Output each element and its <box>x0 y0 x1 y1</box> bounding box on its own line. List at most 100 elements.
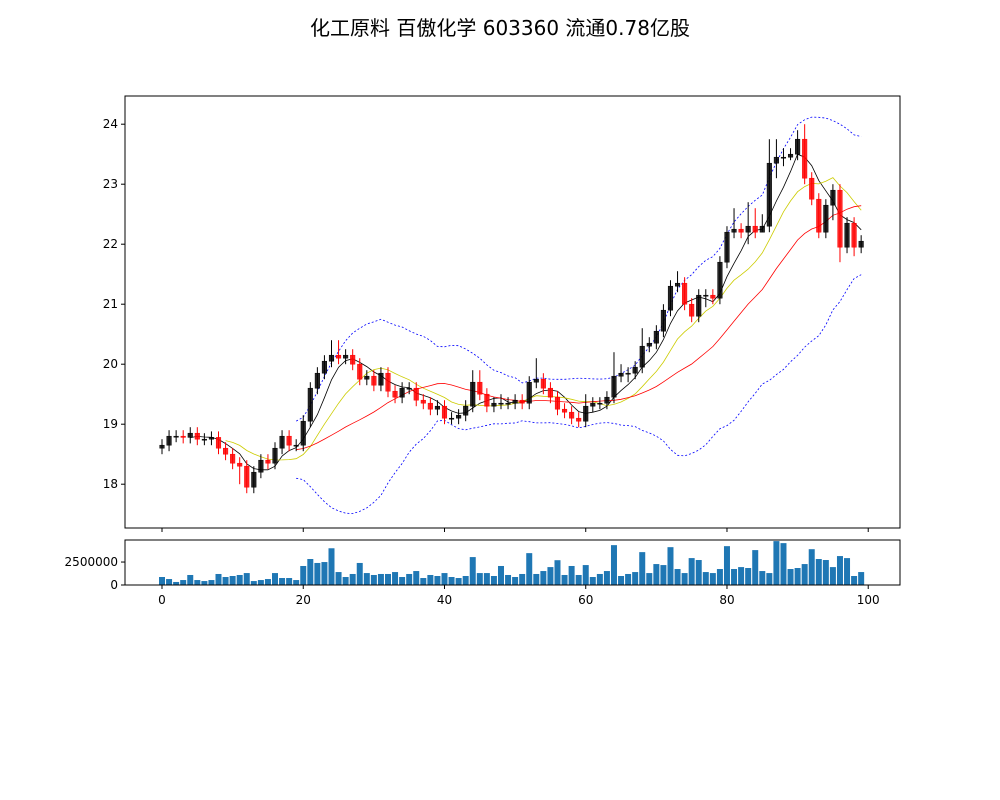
volume-bar <box>801 564 808 585</box>
candle-body <box>343 354 349 359</box>
price-y-tick-label: 23 <box>103 177 118 191</box>
volume-bar <box>272 573 278 585</box>
volume-bar <box>681 573 688 585</box>
candle-body <box>399 387 405 398</box>
candle-body <box>392 390 398 398</box>
candle-body <box>660 309 666 332</box>
candle-body <box>336 354 342 359</box>
candle-body <box>696 294 702 317</box>
volume-y-tick-label: 2500000 <box>65 555 118 569</box>
candle-body <box>413 387 419 401</box>
volume-bar <box>356 562 363 585</box>
volume-bar <box>406 573 413 585</box>
price-y-tick-label: 24 <box>103 117 118 131</box>
volume-bar <box>377 573 384 585</box>
candle-body <box>187 432 193 438</box>
candle-body <box>258 459 264 473</box>
volume-bar <box>469 557 476 585</box>
volume-bar <box>427 574 434 585</box>
candle-body <box>858 240 864 248</box>
volume-bar <box>250 581 257 585</box>
chart-title: 化工原料 百傲化学 603360 流通0.78亿股 <box>310 16 690 40</box>
volume-bar <box>561 574 568 585</box>
volume-bar <box>589 577 596 585</box>
volume-bar <box>526 553 533 585</box>
x-tick-label: 60 <box>578 593 593 607</box>
candle-body <box>371 375 377 386</box>
volume-bar <box>328 548 335 585</box>
volume-bar <box>490 576 497 585</box>
volume-bar <box>716 569 723 585</box>
volume-bar <box>709 573 716 585</box>
candle-body <box>766 162 772 227</box>
volume-bar <box>300 565 307 585</box>
volume-bar <box>688 558 695 585</box>
volume-bar <box>349 573 356 585</box>
candle-body <box>646 342 652 347</box>
candle-body <box>717 261 723 299</box>
volume-bar <box>243 573 250 585</box>
volume-bar <box>497 565 504 585</box>
candle-body <box>286 435 292 446</box>
candle-body <box>625 372 631 375</box>
candle-body <box>618 372 624 377</box>
candle-body <box>731 228 737 233</box>
candle-body <box>759 225 765 233</box>
volume-bar <box>363 573 370 585</box>
candle-body <box>350 354 356 365</box>
candle-body <box>321 360 327 374</box>
ma20-line <box>296 205 862 451</box>
volume-bar <box>639 552 646 585</box>
candle-body <box>611 375 617 398</box>
candle-body <box>689 303 695 317</box>
candle-body <box>851 222 857 248</box>
volume-bar <box>512 577 519 585</box>
volume-bar <box>738 567 745 585</box>
candle-body <box>837 189 843 248</box>
volume-bar <box>610 545 617 585</box>
candle-body <box>787 153 794 158</box>
price-y-tick-label: 21 <box>103 297 118 311</box>
x-tick-label: 80 <box>719 593 734 607</box>
volume-bar <box>575 574 582 585</box>
candle-body <box>780 156 787 159</box>
volume-bar <box>533 573 540 585</box>
candle-body <box>420 399 426 404</box>
volume-bar <box>462 576 469 585</box>
volume-bar <box>180 580 187 585</box>
candle-body <box>244 465 250 488</box>
volume-bar <box>229 576 236 585</box>
volume-bar <box>413 571 420 585</box>
volume-bar <box>335 572 342 585</box>
candle-body <box>526 381 532 404</box>
candle-body <box>590 402 596 407</box>
candle-body <box>816 198 822 233</box>
volume-bar <box>603 571 610 585</box>
candle-body <box>406 387 412 390</box>
volume-y-tick-label: 0 <box>110 578 118 592</box>
candle-body <box>639 345 645 368</box>
candle-body <box>752 225 758 233</box>
volume-bar <box>702 572 709 585</box>
price-y-tick-label: 20 <box>103 357 118 371</box>
volume-bar <box>745 568 752 585</box>
candle-body <box>251 471 257 488</box>
x-tick-label: 20 <box>296 593 311 607</box>
volume-bar <box>173 581 180 585</box>
price-y-tick-label: 22 <box>103 237 118 251</box>
volume-bar <box>829 567 836 585</box>
candle-body <box>463 405 469 416</box>
volume-bar <box>660 565 667 585</box>
volume-bar <box>695 560 702 585</box>
candle-body <box>583 405 589 422</box>
candle-body <box>795 138 801 155</box>
volume-bar <box>505 574 512 585</box>
volume-bar <box>844 558 851 585</box>
volume-bar <box>808 549 815 585</box>
candle-body <box>279 435 285 449</box>
candle-body <box>491 402 497 407</box>
volume-bar <box>596 573 603 585</box>
candle-body <box>724 231 730 263</box>
candle-body <box>823 204 829 233</box>
